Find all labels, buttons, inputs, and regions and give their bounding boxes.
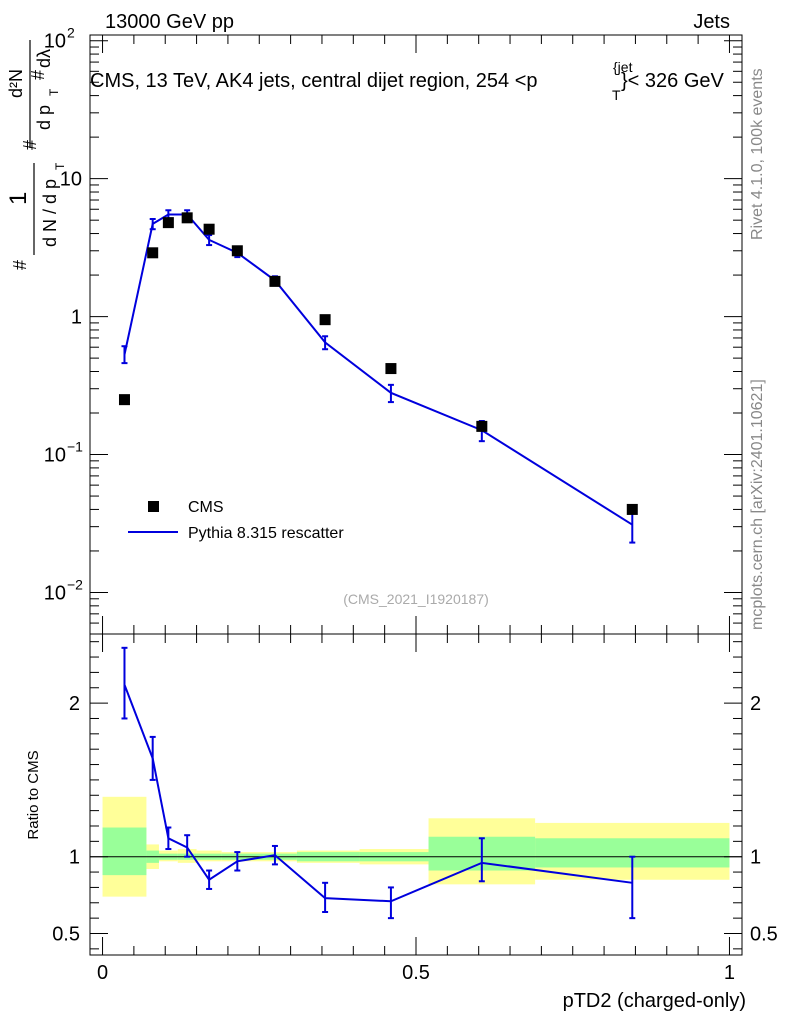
ylabel-dpt: d p: [34, 105, 54, 130]
ratio-panel: 0.5 0.51 12 2 0 0.5 1 Ratio to CMS pTD2 (char…: [25, 633, 778, 1012]
cms-data-point: [118, 394, 130, 406]
rivet-label: Rivet 4.1.0, 100k events: [749, 68, 766, 240]
ratio-y-ticks: 0.5 0.5 1 1 2 2: [52, 641, 778, 950]
ylabel-dlambda: dλ: [34, 49, 54, 68]
ylabel-one: 1: [5, 192, 32, 205]
ylabel-hash-3: #: [28, 70, 48, 80]
x-tick-label: 1: [724, 962, 735, 984]
ratio-y-tick-label-right: 2: [750, 693, 761, 715]
mcplots-label: mcplots.cern.ch [arXiv:2401.10621]: [749, 379, 766, 630]
main-y-ticks: [90, 40, 742, 635]
cms-data-point: [626, 503, 638, 515]
ratio-band-green: [102, 827, 147, 876]
main-y-tick-label: 10: [60, 169, 82, 191]
cms-data-point: [203, 223, 215, 235]
legend-label-pythia: Pythia 8.315 rescatter: [188, 525, 344, 542]
x-tick-label: 0.5: [402, 962, 430, 984]
title-main: CMS, 13 TeV, AK4 jets, central dijet reg…: [90, 70, 538, 92]
chart-title: CMS, 13 TeV, AK4 jets, central dijet reg…: [90, 59, 725, 103]
ylabel-d2n: d²N: [6, 69, 26, 98]
main-y-tick-label-exp: −2: [67, 576, 83, 592]
legend-marker-cms: [148, 501, 159, 512]
cms-data-point: [231, 245, 243, 257]
mc-line: [123, 213, 633, 526]
ratio-y-axis-label: Ratio to CMS: [25, 750, 42, 839]
x-axis-label: pTD2 (charged-only): [563, 990, 746, 1012]
cms-data-point: [147, 247, 159, 259]
main-y-tick-label-base: 10: [44, 445, 66, 467]
cms-data-point: [385, 363, 397, 375]
main-y-tick-label-base: 10: [44, 582, 66, 604]
cms-data-point: [162, 217, 174, 229]
ratio-bands: [102, 796, 730, 897]
x-tick-label: 0: [97, 962, 108, 984]
main-y-tick-label: 1: [71, 307, 82, 329]
cms-data-point: [181, 212, 193, 224]
title-sup: {jet: [613, 59, 633, 75]
ylabel-denom: d N / d p: [40, 179, 60, 247]
watermark: (CMS_2021_I1920187): [343, 591, 489, 607]
legend-label-cms: CMS: [188, 499, 224, 516]
legend: CMS Pythia 8.315 rescatter: [128, 499, 344, 542]
ratio-x-ticks: 0 0.5 1: [97, 634, 735, 984]
header-left: 13000 GeV pp: [105, 11, 234, 33]
mc-series: [121, 209, 636, 544]
main-y-tick-label-exp: −1: [67, 439, 83, 455]
cms-data-point: [269, 275, 281, 287]
ratio-y-tick-label-right: 1: [750, 847, 761, 869]
ratio-y-tick-label: 2: [69, 693, 80, 715]
ratio-y-tick-label: 1: [69, 847, 80, 869]
ratio-frame: [89, 633, 743, 956]
main-y-tick-label-exp: 2: [67, 25, 75, 41]
cms-data-point: [319, 314, 331, 326]
ratio-y-tick-label: 0.5: [52, 923, 80, 945]
main-frame: [89, 34, 743, 635]
ylabel-dpt-t: T: [47, 88, 61, 96]
cms-data-point: [476, 420, 488, 432]
main-y-tick-label-base: 10: [44, 31, 66, 53]
header-right: Jets: [693, 11, 730, 33]
title-tail: }< 326 GeV: [621, 70, 725, 92]
main-x-ticks: [102, 35, 730, 634]
ratio-y-tick-label-right: 0.5: [750, 923, 778, 945]
title-sub: T: [612, 87, 621, 103]
ylabel-hash: #: [10, 260, 30, 270]
svg-text:CMS, 13 TeV, AK4 jets, central: CMS, 13 TeV, AK4 jets, central dijet reg…: [90, 70, 538, 92]
ylabel-denom-t: T: [53, 162, 67, 170]
data-series: [118, 212, 638, 515]
ratio-series: [121, 646, 636, 920]
main-y-axis-label: # 1 d N / d p T # d²N d p T # dλ: [5, 40, 67, 270]
